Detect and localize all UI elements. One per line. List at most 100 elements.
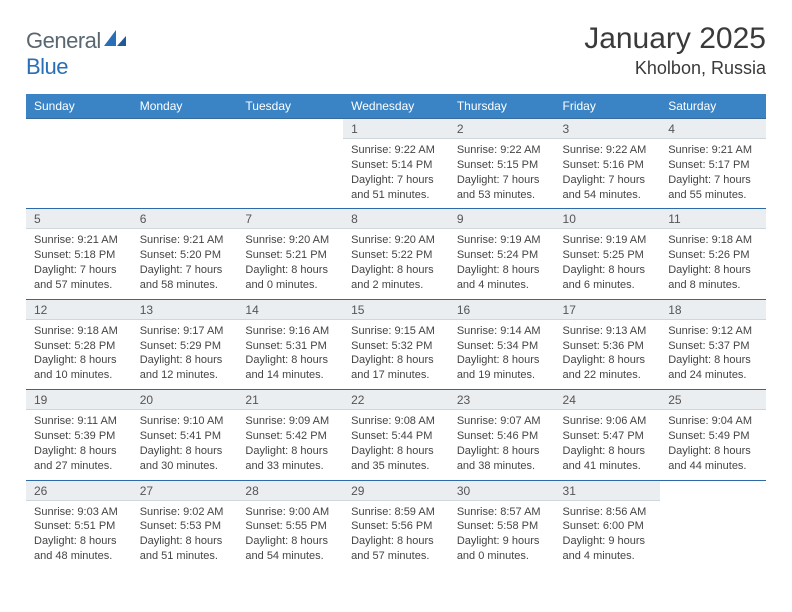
day-number-cell: 25 <box>660 390 766 410</box>
day-number-cell <box>26 119 132 139</box>
day-content-cell: Sunrise: 9:06 AMSunset: 5:47 PMDaylight:… <box>555 410 661 480</box>
day-detail-line: and 4 minutes. <box>457 278 547 293</box>
day-number-cell: 6 <box>132 209 238 229</box>
day-detail-line: Daylight: 7 hours <box>140 263 230 278</box>
day-detail-line: Sunset: 5:24 PM <box>457 248 547 263</box>
day-detail-line: and 8 minutes. <box>668 278 758 293</box>
day-detail-line: Sunrise: 9:18 AM <box>34 324 124 339</box>
day-content-cell: Sunrise: 9:16 AMSunset: 5:31 PMDaylight:… <box>237 319 343 389</box>
day-detail-line: Sunrise: 9:11 AM <box>34 414 124 429</box>
day-detail-line: Daylight: 8 hours <box>457 444 547 459</box>
brand-word-2: Blue <box>26 54 68 79</box>
day-number-cell: 7 <box>237 209 343 229</box>
day-detail-line: and 6 minutes. <box>563 278 653 293</box>
day-detail-line: Daylight: 8 hours <box>351 263 441 278</box>
day-number-row: 567891011 <box>26 209 766 229</box>
day-detail-line: and 30 minutes. <box>140 459 230 474</box>
day-detail-line: Sunset: 5:55 PM <box>245 519 335 534</box>
day-content-cell <box>26 139 132 209</box>
day-content-cell: Sunrise: 9:14 AMSunset: 5:34 PMDaylight:… <box>449 319 555 389</box>
day-content-row: Sunrise: 9:21 AMSunset: 5:18 PMDaylight:… <box>26 229 766 299</box>
day-detail-line: Sunrise: 9:21 AM <box>34 233 124 248</box>
day-number-cell: 9 <box>449 209 555 229</box>
day-detail-line: Sunset: 5:34 PM <box>457 339 547 354</box>
day-detail-line: and 51 minutes. <box>140 549 230 564</box>
day-detail-line: Daylight: 7 hours <box>34 263 124 278</box>
day-number-row: 19202122232425 <box>26 390 766 410</box>
day-detail-line: and 44 minutes. <box>668 459 758 474</box>
day-detail-line: Sunset: 5:41 PM <box>140 429 230 444</box>
day-detail-line: and 48 minutes. <box>34 549 124 564</box>
day-content-cell: Sunrise: 9:04 AMSunset: 5:49 PMDaylight:… <box>660 410 766 480</box>
day-content-cell: Sunrise: 9:22 AMSunset: 5:16 PMDaylight:… <box>555 139 661 209</box>
day-detail-line: Daylight: 8 hours <box>34 353 124 368</box>
day-detail-line: Sunrise: 9:22 AM <box>563 143 653 158</box>
day-detail-line: and 22 minutes. <box>563 368 653 383</box>
day-content-cell: Sunrise: 9:19 AMSunset: 5:25 PMDaylight:… <box>555 229 661 299</box>
day-detail-line: Sunrise: 9:19 AM <box>457 233 547 248</box>
day-detail-line: Sunset: 5:25 PM <box>563 248 653 263</box>
day-detail-line: Sunset: 5:46 PM <box>457 429 547 444</box>
day-number-cell: 19 <box>26 390 132 410</box>
day-detail-line: Daylight: 8 hours <box>563 444 653 459</box>
day-detail-line: and 0 minutes. <box>457 549 547 564</box>
day-detail-line: Sunrise: 9:22 AM <box>351 143 441 158</box>
day-detail-line: Daylight: 8 hours <box>351 353 441 368</box>
day-detail-line: Sunset: 5:49 PM <box>668 429 758 444</box>
day-detail-line: Sunrise: 8:57 AM <box>457 505 547 520</box>
day-number-cell: 17 <box>555 299 661 319</box>
sail-icon <box>102 28 128 48</box>
day-content-cell: Sunrise: 9:11 AMSunset: 5:39 PMDaylight:… <box>26 410 132 480</box>
day-content-cell: Sunrise: 9:21 AMSunset: 5:18 PMDaylight:… <box>26 229 132 299</box>
day-detail-line: Daylight: 7 hours <box>563 173 653 188</box>
day-number-cell: 13 <box>132 299 238 319</box>
day-detail-line: and 0 minutes. <box>245 278 335 293</box>
day-detail-line: and 54 minutes. <box>563 188 653 203</box>
day-number-cell: 28 <box>237 480 343 500</box>
day-detail-line: Daylight: 8 hours <box>457 353 547 368</box>
day-detail-line: Daylight: 8 hours <box>140 444 230 459</box>
day-detail-line: Sunrise: 9:21 AM <box>668 143 758 158</box>
day-number-cell: 21 <box>237 390 343 410</box>
day-detail-line: Sunrise: 9:13 AM <box>563 324 653 339</box>
day-number-cell: 11 <box>660 209 766 229</box>
day-content-cell <box>237 139 343 209</box>
day-detail-line: Daylight: 8 hours <box>668 263 758 278</box>
day-detail-line: Daylight: 8 hours <box>563 353 653 368</box>
day-detail-line: Daylight: 8 hours <box>668 444 758 459</box>
day-detail-line: Sunset: 5:36 PM <box>563 339 653 354</box>
day-detail-line: and 57 minutes. <box>34 278 124 293</box>
day-content-cell <box>132 139 238 209</box>
day-detail-line: Sunset: 5:17 PM <box>668 158 758 173</box>
page-header: General Blue January 2025 Kholbon, Russi… <box>26 22 766 80</box>
day-number-cell: 24 <box>555 390 661 410</box>
day-detail-line: Sunrise: 9:14 AM <box>457 324 547 339</box>
day-detail-line: Sunrise: 9:10 AM <box>140 414 230 429</box>
day-content-row: Sunrise: 9:18 AMSunset: 5:28 PMDaylight:… <box>26 319 766 389</box>
day-number-cell: 27 <box>132 480 238 500</box>
day-content-cell: Sunrise: 9:07 AMSunset: 5:46 PMDaylight:… <box>449 410 555 480</box>
day-detail-line: Sunrise: 9:03 AM <box>34 505 124 520</box>
day-detail-line: and 54 minutes. <box>245 549 335 564</box>
day-detail-line: Sunset: 5:16 PM <box>563 158 653 173</box>
day-number-cell: 30 <box>449 480 555 500</box>
day-detail-line: Daylight: 8 hours <box>245 534 335 549</box>
day-content-cell: Sunrise: 9:18 AMSunset: 5:26 PMDaylight:… <box>660 229 766 299</box>
day-detail-line: Sunset: 5:58 PM <box>457 519 547 534</box>
day-content-cell: Sunrise: 9:12 AMSunset: 5:37 PMDaylight:… <box>660 319 766 389</box>
day-detail-line: Daylight: 9 hours <box>457 534 547 549</box>
day-detail-line: Daylight: 8 hours <box>457 263 547 278</box>
day-content-cell: Sunrise: 9:18 AMSunset: 5:28 PMDaylight:… <box>26 319 132 389</box>
day-content-row: Sunrise: 9:03 AMSunset: 5:51 PMDaylight:… <box>26 500 766 570</box>
calendar-body: 1234Sunrise: 9:22 AMSunset: 5:14 PMDayli… <box>26 119 766 570</box>
day-detail-line: Sunset: 5:44 PM <box>351 429 441 444</box>
day-detail-line: Sunset: 5:56 PM <box>351 519 441 534</box>
day-detail-line: Daylight: 8 hours <box>351 534 441 549</box>
day-number-cell: 29 <box>343 480 449 500</box>
day-detail-line: and 4 minutes. <box>563 549 653 564</box>
day-content-cell <box>660 500 766 570</box>
day-detail-line: Sunrise: 9:21 AM <box>140 233 230 248</box>
day-number-cell: 31 <box>555 480 661 500</box>
day-number-row: 262728293031 <box>26 480 766 500</box>
day-number-cell <box>237 119 343 139</box>
